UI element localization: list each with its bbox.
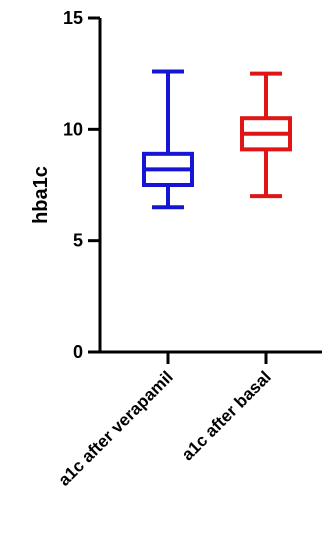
y-tick-label-10: 10 [63, 119, 83, 139]
x-category-label-1: a1c after basal [178, 367, 275, 464]
x-axis: a1c after verapamil a1c after basal [54, 350, 322, 490]
y-tick-label-0: 0 [73, 342, 83, 362]
box-1 [240, 71, 292, 199]
y-axis: 0 5 10 15 [63, 8, 102, 362]
boxes-group [142, 69, 292, 210]
box-0 [142, 69, 194, 210]
y-axis-title: hba1c [30, 166, 52, 224]
y-tick-label-5: 5 [73, 231, 83, 251]
y-tick-label-15: 15 [63, 8, 83, 28]
x-category-label-0: a1c after verapamil [54, 367, 176, 489]
